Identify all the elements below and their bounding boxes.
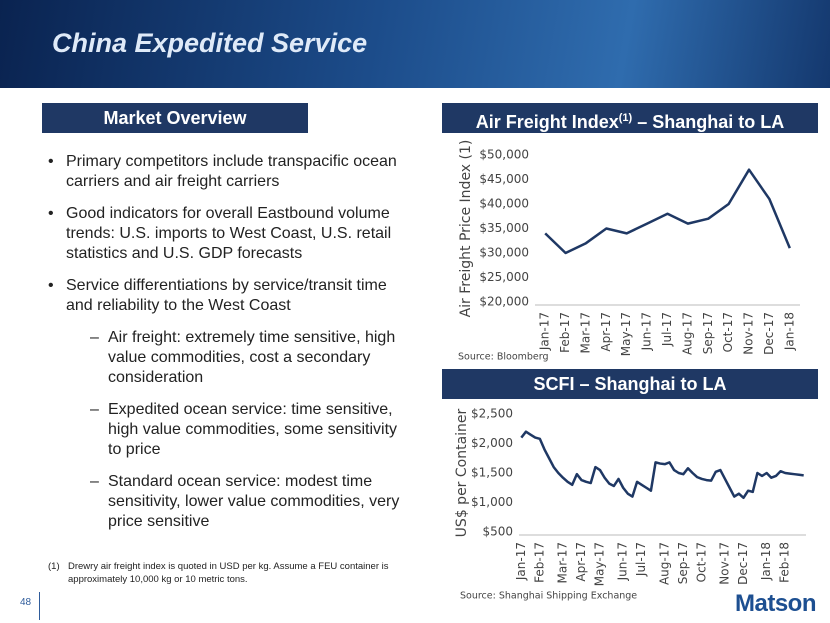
panel-header: SCFI – Shanghai to LA (442, 369, 818, 399)
x-tick-label: Sep-17 (701, 312, 715, 354)
y-tick-label: $30,000 (479, 246, 529, 260)
bullet: Service differentiations by service/tran… (48, 276, 408, 316)
title-sup: (1) (618, 112, 633, 124)
data-line (520, 430, 804, 500)
y-tick-label: $40,000 (479, 197, 529, 211)
footnote-text: Drewry air freight index is quoted in US… (68, 561, 389, 585)
y-tick-label: $45,000 (479, 172, 529, 186)
sub-bullet: Air freight: extremely time sensitive, h… (48, 328, 408, 388)
x-tick-label: Jul-17 (634, 542, 648, 577)
x-tick-label: Jun-17 (616, 542, 630, 581)
y-tick-label: $500 (482, 525, 513, 539)
x-tick-label: Sep-17 (676, 542, 690, 584)
x-tick-label: Dec-17 (762, 312, 776, 355)
y-axis-label: Air Freight Price Index (1) (458, 140, 474, 318)
sub-bullet: Standard ocean service: modest time sens… (48, 472, 408, 532)
sub-bullet: Expedited ocean service: time sensitive,… (48, 400, 408, 460)
x-tick-label: Feb-18 (778, 542, 792, 583)
slide-title: China Expedited Service (52, 28, 368, 58)
panel-header: Air Freight Index(1) – Shanghai to LA (442, 103, 818, 133)
panel-header: Market Overview (42, 103, 308, 133)
bullet: Primary competitors include transpacific… (48, 152, 408, 192)
x-tick-label: Oct-17 (721, 312, 735, 352)
data-line (544, 168, 791, 255)
x-tick-label: Nov-17 (742, 312, 756, 355)
x-tick-label: Mar-17 (578, 312, 592, 353)
page-number: 48 (20, 597, 32, 608)
x-tick-label: Jul-17 (660, 312, 674, 347)
y-tick-label: $2,000 (471, 436, 513, 450)
x-tick-label: Feb-17 (558, 312, 572, 353)
title-part: Air Freight Index (475, 112, 619, 132)
y-tick-label: $50,000 (479, 148, 529, 162)
header-band: China Expedited Service (0, 0, 830, 88)
y-tick-label: $1,500 (471, 466, 513, 480)
y-tick-label: $20,000 (479, 295, 529, 309)
x-tick-label: Jan-17 (514, 542, 528, 581)
logo: Matson (735, 590, 817, 617)
source: Source: Bloomberg (458, 352, 549, 363)
title-part: – Shanghai to LA (632, 112, 785, 132)
x-tick-label: Aug-17 (657, 542, 671, 585)
footnote-marker: (1) (48, 561, 60, 572)
x-tick-label: Apr-17 (574, 542, 588, 582)
y-tick-label: $1,000 (471, 495, 513, 509)
source: Source: Shanghai Shipping Exchange (460, 591, 637, 602)
y-axis-label: US$ per Container (454, 408, 470, 537)
x-tick-label: Oct-17 (694, 542, 708, 582)
y-tick-label: $35,000 (479, 221, 529, 235)
x-tick-label: Dec-17 (736, 542, 750, 585)
x-tick-label: May-17 (593, 542, 607, 586)
x-tick-label: May-17 (619, 312, 633, 356)
x-tick-label: Jun-17 (640, 312, 654, 351)
x-tick-label: Jan-18 (759, 542, 773, 581)
x-tick-label: Jan-18 (782, 312, 796, 351)
y-tick-label: $2,500 (471, 407, 513, 421)
x-tick-label: Feb-17 (532, 542, 546, 583)
x-tick-label: Nov-17 (717, 542, 731, 585)
x-tick-label: Jan-17 (538, 312, 552, 351)
x-tick-label: Aug-17 (680, 312, 694, 355)
x-tick-label: Mar-17 (555, 542, 569, 583)
divider (39, 592, 40, 620)
bullet-list: Primary competitors include transpacific… (48, 152, 408, 544)
x-tick-label: Apr-17 (599, 312, 613, 352)
y-tick-label: $25,000 (479, 270, 529, 284)
bullet: Good indicators for overall Eastbound vo… (48, 204, 408, 264)
footnote: (1) Drewry air freight index is quoted in… (48, 560, 428, 586)
